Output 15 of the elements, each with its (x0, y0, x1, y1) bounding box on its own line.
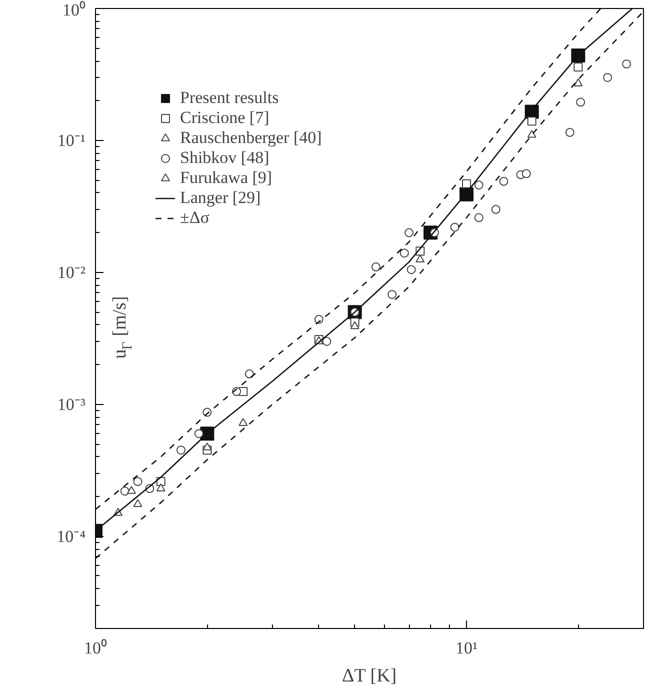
y-tick-label: 10⁻³ (57, 394, 86, 414)
legend-label: Criscione [7] (180, 108, 270, 128)
x-axis-title: ΔT [K] (342, 666, 397, 686)
legend-label: Shibkov [48] (180, 148, 270, 168)
x-tick-label: 10¹ (455, 638, 478, 658)
legend-label: ±Δσ (180, 208, 210, 228)
y-tick-label: 10⁻⁴ (56, 526, 86, 546)
y-tick-label: 10⁰ (62, 0, 86, 20)
legend-label: Furukawa [9] (180, 168, 272, 188)
y-tick-label: 10⁻² (57, 262, 86, 282)
y-axis-title: uΓ [m/s] (110, 296, 136, 359)
legend-label: Rauschenberger [40] (180, 128, 322, 148)
legend-label: Langer [29] (180, 188, 261, 208)
legend-label: Present results (180, 88, 279, 108)
y-tick-label: 10⁻¹ (57, 130, 86, 150)
